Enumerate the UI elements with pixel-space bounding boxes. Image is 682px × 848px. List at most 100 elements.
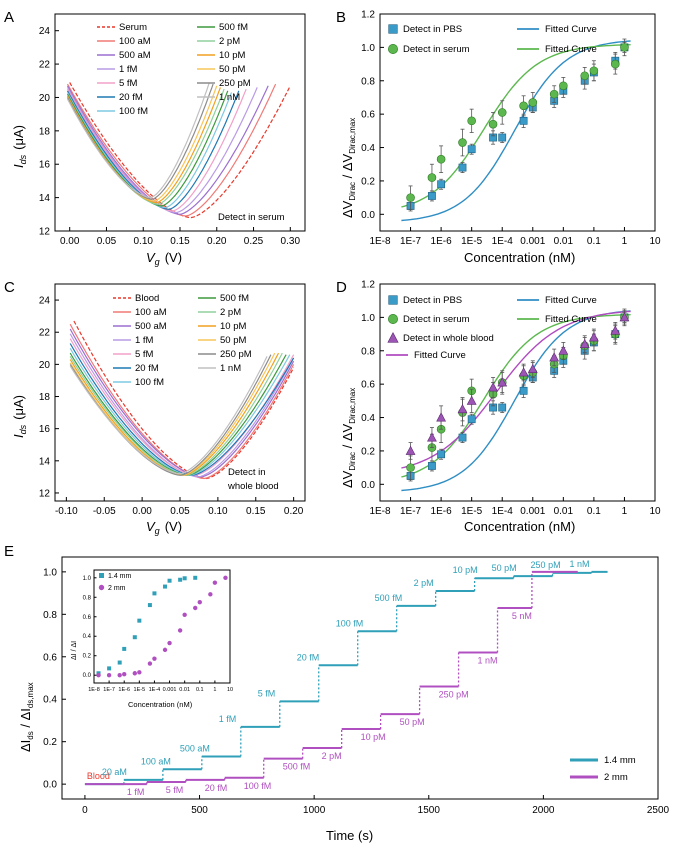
legend-label: 10 pM [220,321,246,332]
y-tick-label: 20 [39,360,51,371]
data-point-triangle [457,403,468,414]
data-point-square [437,180,446,189]
legend-label: Blood [135,293,159,304]
panel-c: C -0.10 -0.05 0.00 0.05 0.10 0.15 0.20 12 14 16 18… [4,279,306,536]
data-point-triangle [558,345,569,355]
y-tick-label: 18 [39,392,51,403]
y-tick-label: 0.0 [361,210,375,221]
x-tick-label: 1E-8 [369,506,391,517]
data-point-square [519,116,528,125]
legend-label: 100 aM [135,307,167,318]
y-tick-label: 0.0 [361,480,375,491]
x-tick-label: 1E-7 [400,506,422,517]
panel-e-xlabel: Time (s) [326,828,373,843]
legend-label: Fitted Curve [545,295,597,306]
transfer-curve [69,328,295,478]
panel-b: B 1E-8 1E-7 1E-6 1E-5 1E-4 0.001 0.01 0.1 1 10 0.0… [336,9,661,265]
data-point-square [388,295,398,305]
inset-point-circle [152,656,157,661]
concentration-label: 5 fM [166,785,184,795]
data-point-triangle [436,412,447,422]
y-tick-label: 0.2 [43,737,57,748]
concentration-label: 250 pM [531,560,561,570]
data-point-square [498,133,507,142]
x-tick-label: 1E-5 [461,506,483,517]
y-tick-label: 16 [39,160,51,171]
inset-y-tick-label: 0.4 [83,634,92,640]
inset-point-circle [117,673,122,678]
legend-label: 1 fM [135,335,154,346]
data-point-circle [580,71,590,81]
x-tick-label: 1E-4 [492,506,514,517]
inset-x-tick-label: 1E-5 [134,687,146,693]
y-tick-label: 1.0 [361,313,375,324]
inset-point-circle [197,599,202,605]
data-point-square [458,163,467,172]
data-point-circle [387,43,398,54]
x-tick-label: 10 [649,236,661,247]
x-tick-label: 2000 [532,805,555,816]
x-tick-label: 0.25 [244,236,264,247]
panel-c-label: C [4,279,15,296]
inset-xlabel: Concentration (nM) [128,700,193,709]
legend-label: 20 fM [119,92,143,103]
panel-c-xlabel: Vg (V) [146,519,182,536]
inset-legend-swatch [99,573,104,578]
inset-legend-label: 2 mm [108,585,126,592]
inset-point-square [152,591,157,596]
data-point-square [467,145,476,154]
panel-e-label: E [4,543,14,560]
inset-point-circle [223,575,228,580]
x-tick-label: 0.10 [208,506,228,517]
inset-point-circle [137,670,142,675]
data-point-square [428,462,436,470]
x-tick-label: 0 [82,805,88,816]
concentration-label: 100 fM [336,618,364,628]
inset-plot-frame [93,569,231,684]
y-tick-label: 14 [39,193,51,204]
x-tick-label: 1E-7 [400,236,422,247]
transfer-curve [66,82,210,199]
inset-point-square [107,666,112,671]
transfer-curve [66,87,221,204]
y-tick-label: 24 [39,26,51,37]
inset-x-tick-label: 0.1 [196,687,204,693]
x-tick-label: 0.30 [281,236,301,247]
inset-point-circle [167,640,172,646]
panel-d-xlabel: Concentration (nM) [464,519,575,534]
transfer-curve [69,333,295,478]
transfer-curve [69,323,295,480]
panel-c-ylabel: Ids(μA) [11,395,28,438]
y-tick-label: 0.8 [361,76,375,87]
y-tick-label: 18 [39,126,51,137]
x-tick-label: 1 [622,236,628,247]
inset-point-circle [106,673,112,678]
x-tick-label: 0.15 [170,236,190,247]
legend-label: 1 fM [119,64,138,75]
transfer-curve [66,90,229,207]
data-point-circle [458,138,467,147]
legend-label: Detect in PBS [403,24,462,35]
y-tick-label: 12 [39,227,51,238]
data-point-triangle [405,445,416,455]
y-tick-label: 0.8 [43,610,57,621]
data-point-triangle [579,338,590,348]
panel-a-ylabel: Ids(μA) [11,125,28,168]
concentration-label: 20 aM [102,767,127,777]
x-tick-label: 1 [622,506,628,517]
y-tick-label: 0.2 [361,176,375,187]
inset-point-square [137,618,142,623]
legend-label: 500 fM [219,22,248,33]
inset-point-circle [177,628,183,633]
x-tick-label: 500 [191,805,208,816]
data-point-triangle [619,312,630,322]
inset-y-tick-label: 0.8 [83,595,92,601]
legend-label: Detect in whole blood [403,333,494,344]
x-tick-label: 1000 [303,805,326,816]
data-point-circle [549,89,559,99]
data-point-triangle [427,432,437,442]
x-tick-label: 0.001 [520,506,545,517]
inset-ylabel: ΔI / ΔI [71,641,78,660]
legend-label: 20 fM [135,363,159,374]
inset-point-square [167,578,172,583]
